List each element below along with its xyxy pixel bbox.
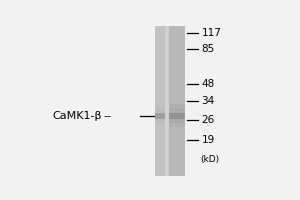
Text: 34: 34 [201,96,215,106]
Bar [169,104,185,110]
Text: 26: 26 [201,115,215,125]
Bar [155,107,165,112]
Bar [169,26,185,176]
Text: 117: 117 [201,28,221,38]
Bar [155,119,165,124]
Bar [169,121,185,127]
Text: 48: 48 [201,79,215,89]
Text: CaMK1-β: CaMK1-β [52,111,101,121]
Bar [155,113,165,119]
Bar [169,113,185,119]
Text: 85: 85 [201,44,215,54]
Bar [155,26,165,176]
Bar [169,109,185,114]
Bar [169,117,185,123]
Text: (kD): (kD) [200,155,219,164]
Bar [155,26,185,176]
Text: 19: 19 [201,135,215,145]
Text: --: -- [104,111,112,121]
